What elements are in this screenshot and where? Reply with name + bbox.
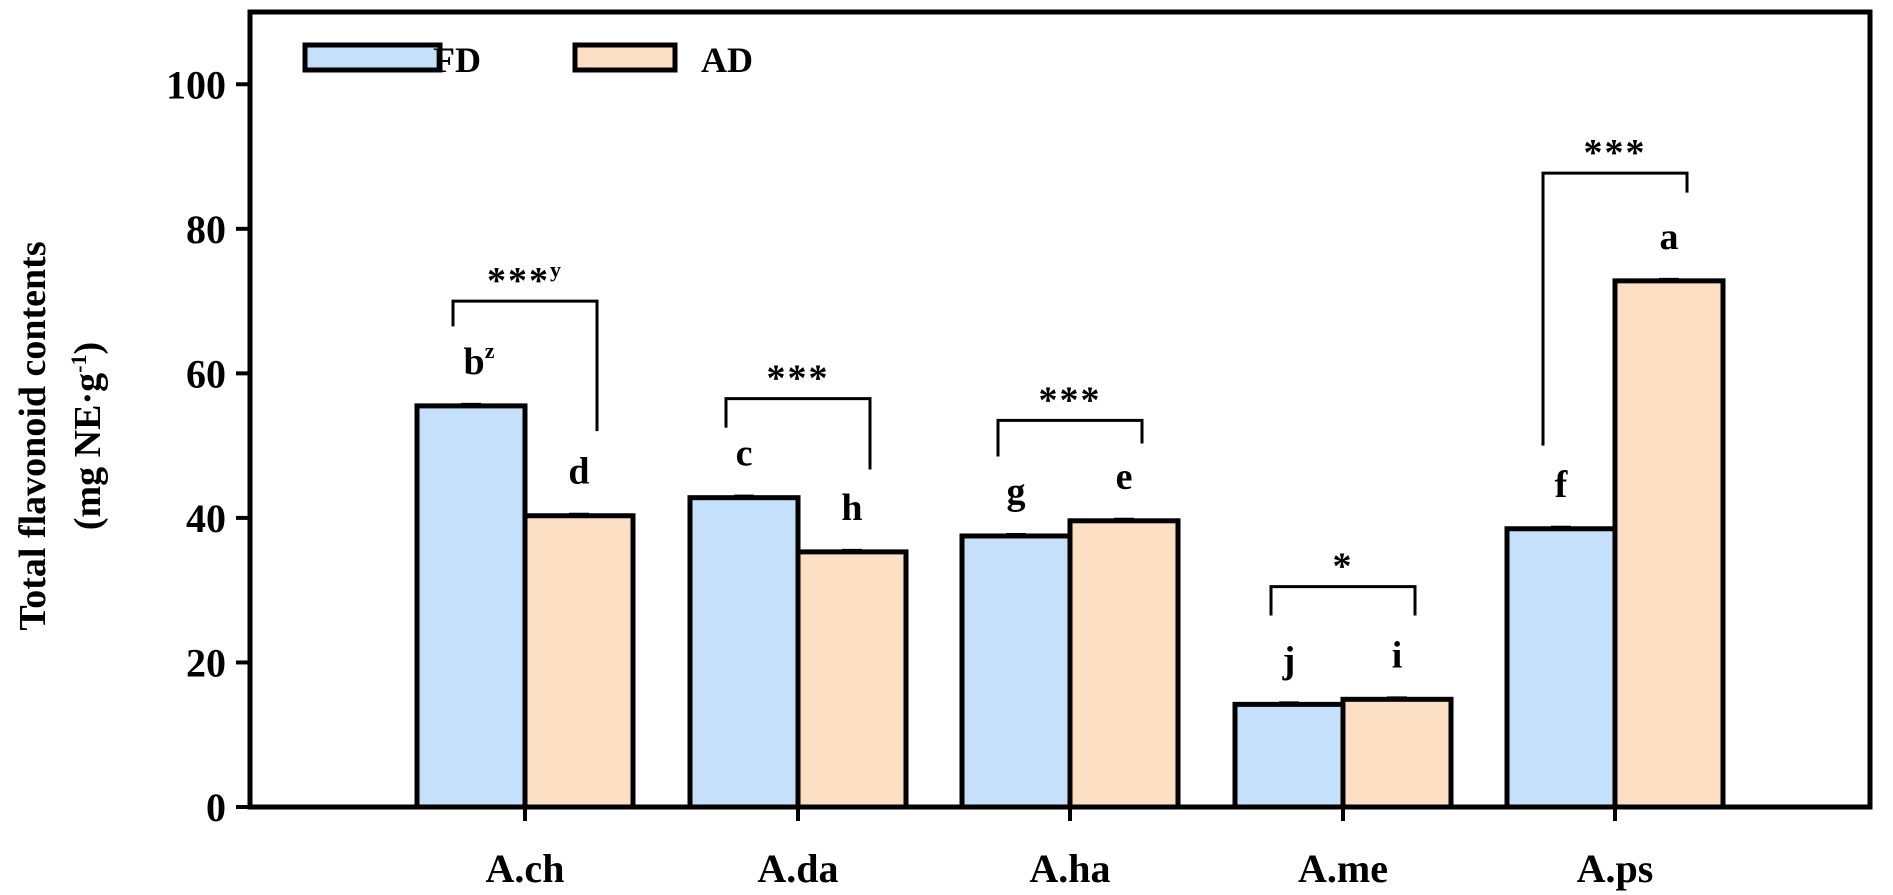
bar-fd-aha [959, 533, 1073, 810]
y-axis-label-line2: (mg NE·g-1) [66, 342, 109, 530]
significance-bracket-ame [1269, 585, 1417, 616]
bar-ad-aha [1067, 518, 1181, 810]
letter-label-ad-aha: e [1116, 456, 1133, 498]
x-tick-label-ame: A.me [1298, 846, 1388, 891]
y-tick-label-20: 20 [186, 640, 226, 685]
letter-label-ad-ach: d [568, 451, 589, 493]
letter-label-fd-aps: f [1555, 464, 1569, 506]
bars: bz d c h g e j i f a [414, 216, 1726, 810]
x-tick-label-aha: A.ha [1029, 846, 1110, 891]
bar-ad-ada [795, 549, 909, 810]
significance-stars-ach: ***y [487, 257, 563, 302]
y-tick-label-60: 60 [186, 351, 226, 396]
significance-bracket-ach [451, 299, 599, 432]
bar-fd-aps [1504, 526, 1618, 810]
x-tick-label-ach: A.ch [486, 846, 565, 891]
y-axis-label: Total flavonoid contents (mg NE·g-1) [12, 241, 109, 630]
y-tick-label-0: 0 [206, 785, 226, 830]
bar-ad-aps [1612, 278, 1726, 810]
letter-label-fd-aha: g [1007, 471, 1026, 513]
bar-ad-ame [1340, 696, 1454, 810]
letter-label-ad-ada: h [841, 487, 862, 529]
legend-swatch-ad [572, 42, 678, 73]
axes: A.ch A.da A.ha A.me A.ps 0 20 40 60 80 100 [166, 9, 1873, 891]
letter-label-ad-ame: i [1392, 634, 1403, 676]
significance-bracket-aha [996, 418, 1144, 457]
x-tick-label-aps: A.ps [1577, 846, 1654, 891]
significance-bracket-aps [1541, 171, 1689, 446]
plot-frame [247, 9, 1873, 810]
legend-label-fd: FD [433, 40, 481, 80]
bar-fd-ach [414, 403, 528, 810]
significance-stars-ame: * [1333, 546, 1354, 588]
significance-stars-aha: *** [1039, 379, 1102, 421]
y-axis-label-line1: Total flavonoid contents [12, 241, 54, 630]
legend-swatch-fd [302, 42, 443, 73]
y-tick-label-40: 40 [186, 496, 226, 541]
x-tick-label-ada: A.da [757, 846, 838, 891]
letter-label-fd-ach: bz [464, 338, 495, 383]
significance-stars-ada: *** [767, 358, 830, 400]
y-tick-label-100: 100 [166, 62, 226, 107]
letter-label-ad-aps: a [1660, 216, 1679, 258]
legend-label-ad: AD [701, 40, 753, 80]
bar-fd-ada [687, 495, 801, 810]
significance-bracket-ada [724, 397, 872, 470]
significance-stars-aps: *** [1584, 132, 1647, 174]
letter-label-fd-ada: c [736, 433, 753, 475]
legend: FD AD [302, 40, 753, 80]
bar-fd-ame [1232, 701, 1346, 810]
y-tick-label-80: 80 [186, 207, 226, 252]
letter-label-fd-ame: j [1282, 639, 1296, 681]
significance-brackets: ***y********** [451, 132, 1689, 616]
bar-ad-ach [522, 513, 636, 810]
